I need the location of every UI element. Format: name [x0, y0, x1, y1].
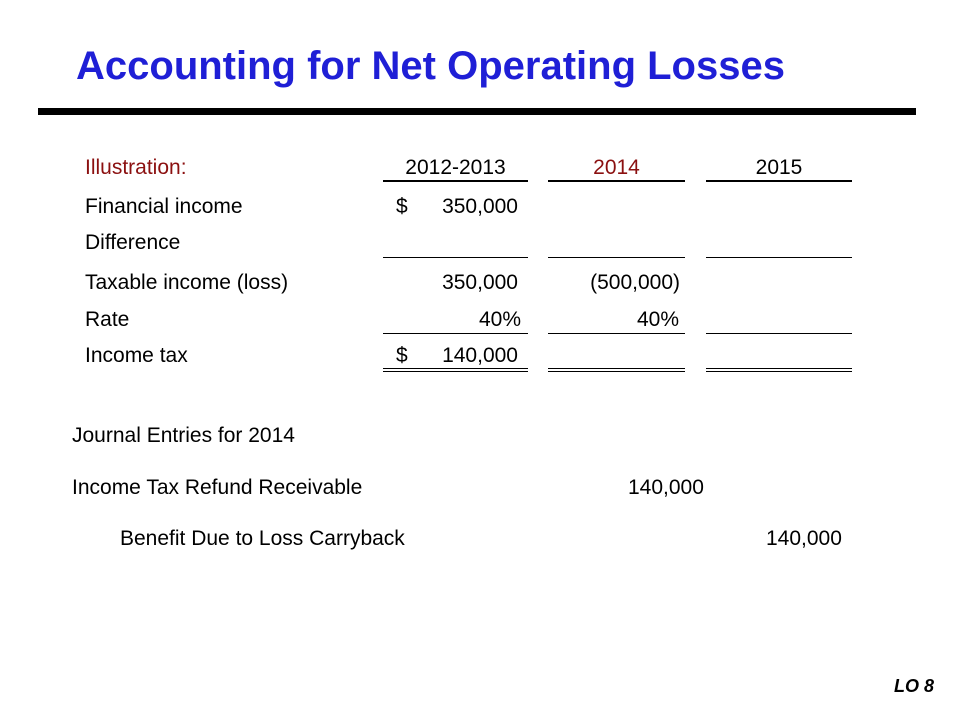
rate-2012-2013: 40% [478, 308, 521, 331]
row-label-taxable-income: Taxable income (loss) [85, 271, 289, 294]
header-underline-col3 [706, 180, 852, 182]
page-title: Accounting for Net Operating Losses [76, 44, 785, 88]
rate-underline-col3 [706, 333, 852, 334]
row-label-income-tax: Income tax [85, 344, 188, 367]
journal-heading: Journal Entries for 2014 [72, 424, 295, 447]
journal-debit-amount: 140,000 [628, 476, 704, 499]
rate-underline-col1 [383, 333, 528, 334]
difference-underline-col1 [383, 257, 528, 258]
column-header-2015: 2015 [755, 156, 803, 179]
currency-symbol: $ [396, 344, 408, 367]
journal-credit-amount: 140,000 [766, 527, 842, 550]
row-label-rate: Rate [85, 308, 130, 331]
difference-underline-col3 [706, 257, 852, 258]
taxable-income-2014: (500,000) [590, 271, 680, 294]
difference-underline-col2 [548, 257, 685, 258]
currency-symbol: $ [396, 195, 408, 218]
column-header-2012-2013: 2012-2013 [405, 156, 506, 179]
row-label-difference: Difference [85, 231, 181, 254]
rate-underline-col2 [548, 333, 685, 334]
income-tax-2012-2013: 140,000 [442, 344, 518, 367]
double-underline-col1 [383, 368, 528, 372]
row-label-financial-income: Financial income [85, 195, 243, 218]
financial-income-2012-2013: 350,000 [442, 195, 518, 218]
column-header-2014: 2014 [593, 156, 640, 179]
journal-credit-account: Benefit Due to Loss Carryback [120, 527, 405, 550]
journal-debit-account: Income Tax Refund Receivable [72, 476, 363, 499]
double-underline-col3 [706, 368, 852, 372]
title-divider [38, 108, 916, 115]
learning-objective-label: LO 8 [893, 676, 934, 696]
illustration-label: Illustration: [85, 156, 187, 179]
double-underline-col2 [548, 368, 685, 372]
header-underline-col2 [548, 180, 685, 182]
taxable-income-2012-2013: 350,000 [442, 271, 518, 294]
header-underline-col1 [383, 180, 528, 182]
rate-2014: 40% [636, 308, 679, 331]
